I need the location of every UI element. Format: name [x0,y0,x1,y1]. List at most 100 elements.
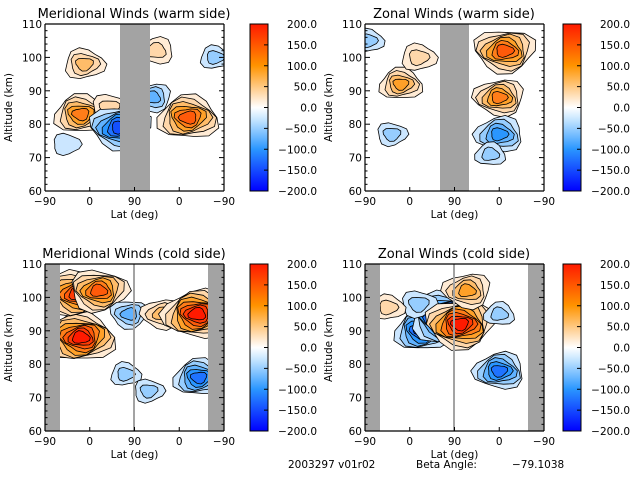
x-tick-label: 0 [176,196,183,208]
contour-feature [474,141,507,165]
y-tick-label: 70 [349,393,362,405]
contour-feature [365,27,386,52]
contour-level [408,49,431,67]
colorbar: 200.0 150.0 100.0 50.0 0.0 −50.0 −100.0 −150.0 −… [249,19,317,198]
contour-level [189,371,208,385]
colorbar-tick-label: 200.0 [600,19,630,31]
colorbar-tick-label: −150.0 [278,165,317,177]
y-axis-label: Altitude (km) [323,313,335,382]
x-tick-label: 0 [406,196,413,208]
contour-level [70,107,90,122]
contour-level [491,127,510,142]
x-tick-label: −90 [533,196,555,208]
colorbar-tick-label: 100.0 [600,301,630,313]
colorbar-tick-label: 200.0 [287,259,317,271]
colorbar-tick-label: 150.0 [287,40,317,52]
x-tick-label: −90 [213,436,235,448]
colorbar-tick-label: 200.0 [287,19,317,31]
colorbar-tick-label: 200.0 [600,259,630,271]
colorbar-tick-label: 100.0 [287,301,317,313]
y-axis-label: Altitude (km) [3,313,15,382]
chart-title: Zonal Winds (cold side) [378,247,530,262]
y-tick-label: 80 [349,359,362,371]
contour-feature [470,79,524,119]
no-data-band [120,24,150,191]
colorbar-tick-label: 150.0 [287,280,317,292]
date-version-label: 2003297 v01r02 [288,459,376,471]
chart-panel-zonal-warm: 60 70 80 90 100 110 −90 0 90 0 −90 Lat (deg) Altitud… [323,7,630,221]
colorbar: 200.0 150.0 100.0 50.0 0.0 −50.0 −100.0 −150.0 −… [562,259,630,438]
contour-level [496,43,516,58]
contour-feature [470,350,523,390]
contour-feature [401,42,439,71]
contour-level [117,366,136,382]
x-tick-label: 0 [496,436,503,448]
contour-feature [64,47,108,80]
y-tick-label: 100 [342,292,362,304]
x-tick-label: −90 [213,196,235,208]
contour-feature [110,361,143,386]
colorbar-tick-label: 0.0 [613,103,630,115]
contour-level [491,90,509,105]
contour-level [382,128,402,142]
y-axis-label: Altitude (km) [3,73,15,142]
y-tick-label: 100 [22,292,42,304]
contour-feature [473,31,537,75]
no-data-band [208,264,224,431]
colorbar-tick-label: −100.0 [278,144,317,156]
contour-level [365,33,379,49]
no-data-band [528,264,544,431]
contour-feature [471,114,522,153]
y-tick-label: 80 [29,359,42,371]
x-axis-label: Lat (deg) [111,449,159,461]
contour-feature [156,93,220,137]
colorbar-tick-label: −200.0 [278,426,317,438]
contour-level [71,330,91,344]
contour-feature [45,311,117,360]
colorbar-tick-label: −50.0 [598,123,630,135]
contour-feature [377,122,410,148]
contour-level [139,384,159,399]
contour-feature [424,302,496,351]
colorbar-tick-label: −200.0 [591,426,630,438]
colorbar-tick-label: 50.0 [607,82,630,94]
beta-angle-label: Beta Angle: [416,459,477,471]
colorbar-tick-label: 0.0 [300,343,317,355]
colorbar-tick-label: 50.0 [294,322,317,334]
contour-level [187,306,207,321]
colorbar-tick-label: 0.0 [300,103,317,115]
y-tick-label: 90 [29,86,42,98]
colorbar-tick-label: −50.0 [285,363,317,375]
y-tick-label: 80 [29,119,42,131]
colorbar-tick-label: −100.0 [278,384,317,396]
contour-level [379,299,400,316]
contour-level [490,306,510,321]
colorbar-tick-label: 50.0 [294,82,317,94]
chart-title: Zonal Winds (warm side) [373,7,535,22]
colorbar-tick-label: −50.0 [285,123,317,135]
contour-level [490,365,509,378]
contour-feature [440,273,491,311]
x-tick-label: 0 [176,436,183,448]
x-axis-label: Lat (deg) [431,449,479,461]
colorbar-tick-label: −150.0 [591,405,630,417]
y-tick-label: 90 [29,326,42,338]
contour-feature [199,44,224,69]
y-tick-label: 80 [349,119,362,131]
contour-field [365,27,537,165]
contour-feature [378,66,424,98]
x-tick-label: 90 [128,436,141,448]
y-axis-label: Altitude (km) [323,73,335,142]
colorbar-tick-label: 150.0 [600,40,630,52]
x-tick-label: −90 [354,196,376,208]
colorbar-tick-label: −100.0 [591,384,630,396]
no-data-band [440,24,469,191]
contour-level [75,58,94,72]
colorbar-tick-label: −200.0 [278,186,317,198]
y-tick-label: 90 [349,86,362,98]
colorbar-tick-label: −200.0 [591,186,630,198]
chart-title: Meridional Winds (warm side) [38,7,231,22]
contour-field [371,273,523,390]
y-tick-label: 100 [342,52,362,64]
